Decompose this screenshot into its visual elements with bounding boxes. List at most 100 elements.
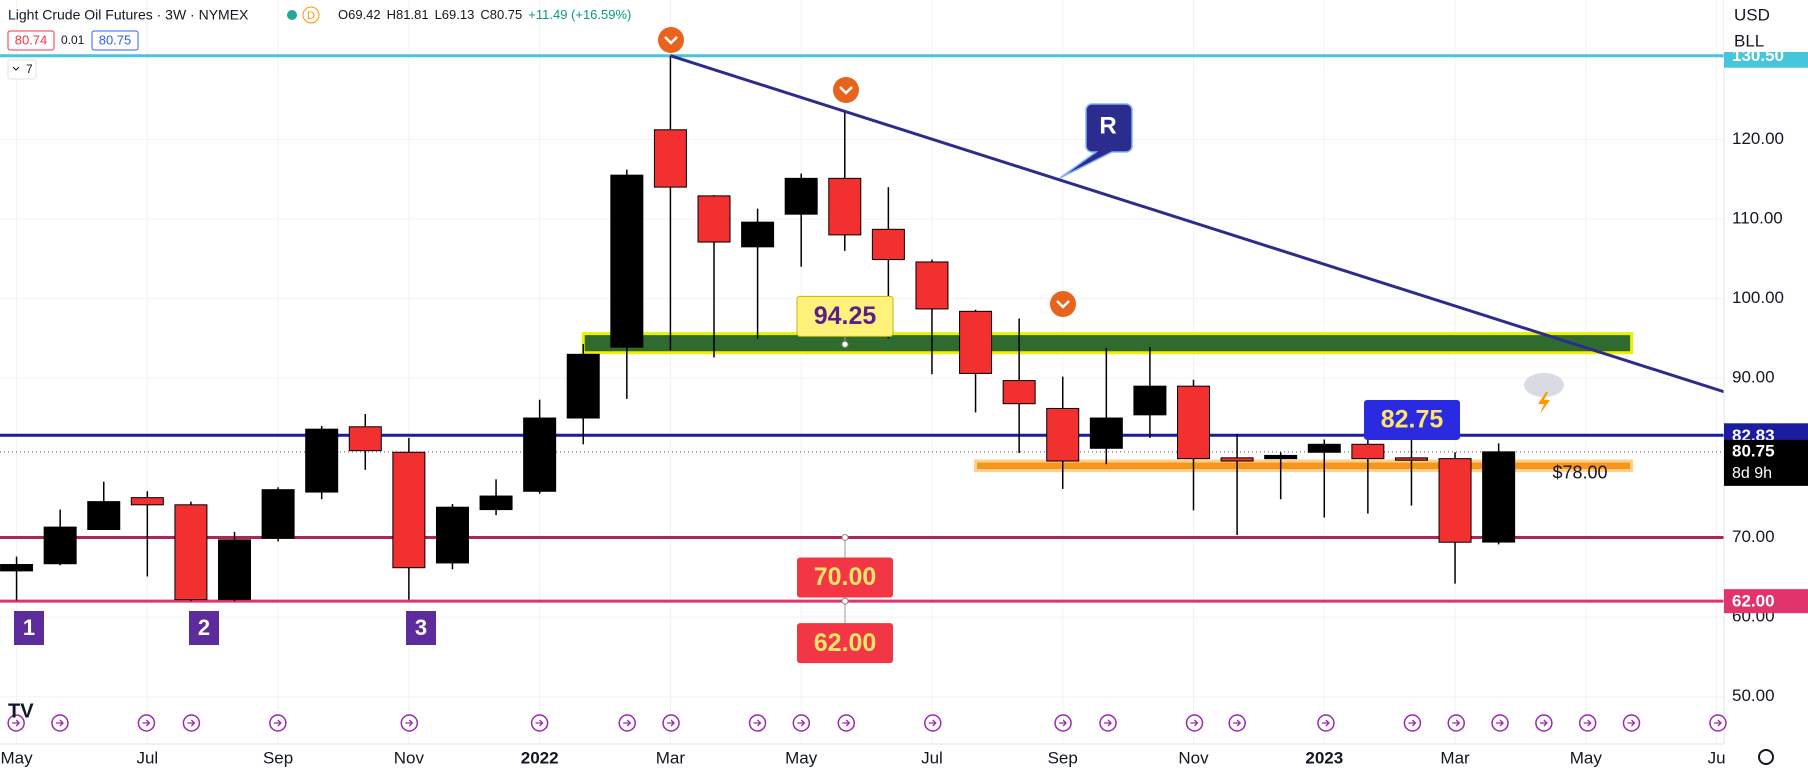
settings-icon[interactable]: [1758, 749, 1774, 765]
ask: 80.75: [99, 32, 132, 47]
wave-label: 3: [415, 615, 427, 640]
candle-body: [87, 501, 121, 530]
candle-body: [697, 195, 731, 243]
label-anchor: [841, 533, 849, 541]
time-axis: May Jul Sep Nov 2022 Mar May Jul Sep Nov 2023 Mar Ma…: [1, 714, 1727, 767]
currency-box: [1724, 0, 1808, 52]
candle-body: [1177, 385, 1211, 460]
candle-body: [174, 504, 208, 601]
trendline: [669, 54, 1725, 394]
label-anchor: [841, 340, 849, 348]
candle-body: [479, 495, 513, 511]
wave-label: 1: [23, 615, 35, 640]
countdown: 8d 9h: [1732, 465, 1772, 482]
candle-body: [305, 428, 339, 493]
event-icon-arrow: [187, 719, 196, 727]
callout-shape: [1059, 103, 1133, 179]
event-icon-arrow: [12, 719, 21, 727]
zone: [581, 332, 1634, 355]
y-tick-label: 110.00: [1732, 208, 1783, 227]
y-tick-label: 70.00: [1732, 527, 1775, 546]
status-dot: [287, 10, 297, 20]
candle-body: [1264, 454, 1298, 460]
y-tick-label: 50.00: [1732, 686, 1775, 705]
candle-body: [0, 564, 34, 572]
x-tick-label: 2022: [521, 748, 559, 767]
x-tick-label: Nov: [1178, 748, 1209, 767]
indicator-count: 7: [26, 62, 33, 76]
event-icon-arrow: [1627, 719, 1636, 727]
x-tick-label: May: [1570, 748, 1603, 767]
x-tick-label: Jul: [921, 748, 943, 767]
ohlc-value: O69.42: [338, 7, 381, 22]
price-label: 62.00: [814, 629, 877, 657]
wave-label: 2: [198, 615, 210, 640]
level-label: 62.00: [1732, 592, 1775, 611]
ask-box[interactable]: [91, 30, 139, 51]
event-icon-arrow: [842, 719, 851, 727]
candle-body: [1089, 417, 1123, 449]
event-icon-arrow: [623, 719, 632, 727]
candle-body: [1002, 380, 1036, 405]
event-marker: [658, 27, 684, 53]
price-label: 70.00: [814, 563, 877, 591]
event-icon-arrow: [667, 719, 675, 727]
indicator-toggle[interactable]: [7, 59, 37, 80]
badge[interactable]: D: [307, 10, 315, 22]
candle-body: [784, 177, 818, 215]
price-label-box: [797, 623, 893, 664]
currency[interactable]: USD: [1734, 5, 1770, 24]
ohlc: O69.42 H81.81 L69.13 C80.75 +11.49 (+16.59%): [338, 7, 631, 22]
price-label-box: [1364, 399, 1460, 440]
candle-body: [43, 526, 77, 565]
wave-box: [406, 611, 436, 645]
x-tick-label: Mar: [1440, 748, 1470, 767]
price-label-box: [797, 557, 893, 598]
candle-body: [741, 221, 775, 248]
candle-body: [1351, 443, 1385, 460]
event-icon-arrow: [273, 719, 282, 727]
price-label-box: [796, 295, 894, 337]
candle-body: [1133, 385, 1167, 416]
weather-cloud: [1524, 373, 1564, 397]
event-icon-arrow: [535, 719, 544, 727]
y-tick-label: 120.00: [1732, 129, 1784, 148]
event-icon-arrow: [1059, 719, 1067, 727]
x-tick-label: Sep: [263, 748, 293, 767]
x-tick-label: 2023: [1305, 748, 1343, 767]
y-tick-label: 90.00: [1732, 368, 1775, 387]
caret: [12, 66, 20, 71]
event-icon-arrow: [928, 719, 937, 727]
level-label-box: [1724, 589, 1808, 614]
unit[interactable]: BLL: [1734, 31, 1764, 50]
event-icon-arrow: [1104, 719, 1112, 727]
event-icon-arrow: [1496, 719, 1504, 727]
event-icon-arrow: [1539, 719, 1548, 727]
logo: TV: [8, 700, 34, 722]
candle-body: [1220, 457, 1254, 462]
weather-bolt: [1538, 392, 1550, 414]
x-tick-label: May: [785, 748, 818, 767]
candle-body: [523, 417, 557, 492]
candle-body: [1046, 407, 1080, 462]
zone-label: $78.00: [1552, 463, 1607, 483]
price-label: 82.75: [1381, 406, 1444, 434]
candle-body: [348, 426, 382, 452]
label-anchor: [841, 597, 849, 605]
candle-body: [610, 174, 644, 348]
wave-box: [189, 611, 219, 645]
candle-body: [566, 353, 600, 419]
badge-circle: [302, 6, 320, 24]
event-icon-arrow: [1408, 719, 1417, 727]
candle-body: [1482, 451, 1516, 543]
bid-box[interactable]: [7, 30, 55, 51]
candle-body: [130, 497, 164, 506]
event-marker: [1050, 291, 1076, 317]
last-price-label: 80.75: [1732, 441, 1775, 460]
event-arrow: [839, 86, 853, 95]
ohlc-value: L69.13: [435, 7, 475, 22]
wave-box: [14, 611, 44, 645]
x-tick-label: Nov: [394, 748, 425, 767]
